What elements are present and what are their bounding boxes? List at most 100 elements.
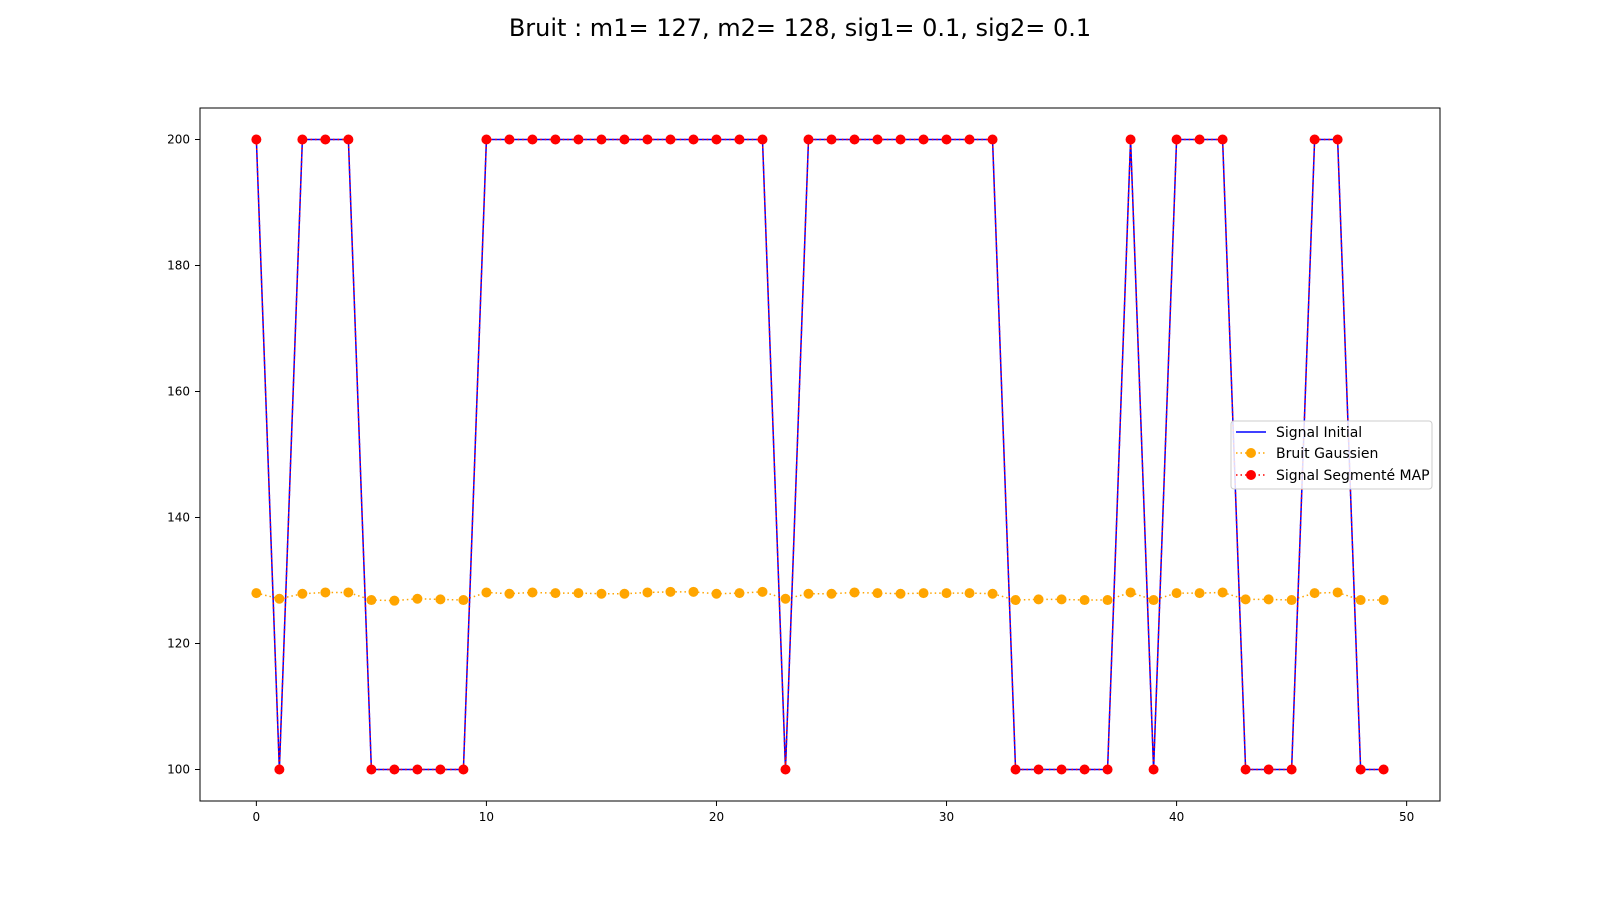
x-axis: 0 10 20 30 40 50 <box>253 801 1414 824</box>
data-point-signal-segment-map <box>1332 134 1343 145</box>
data-point-bruit-gaussien <box>872 588 883 599</box>
data-point-signal-segment-map <box>389 764 400 775</box>
series-layer <box>251 134 1389 775</box>
chart-title: Bruit : m1= 127, m2= 128, sig1= 0.1, sig… <box>509 14 1091 42</box>
data-point-signal-segment-map <box>1309 134 1320 145</box>
data-point-signal-segment-map <box>1125 134 1136 145</box>
data-point-signal-segment-map <box>251 134 262 145</box>
data-point-bruit-gaussien <box>1332 587 1343 598</box>
data-point-bruit-gaussien <box>1010 595 1021 606</box>
data-point-bruit-gaussien <box>1309 588 1320 599</box>
data-point-signal-segment-map <box>849 134 860 145</box>
data-point-bruit-gaussien <box>642 587 653 598</box>
data-point-signal-segment-map <box>964 134 975 145</box>
data-point-signal-segment-map <box>780 764 791 775</box>
data-point-signal-segment-map <box>366 764 377 775</box>
data-point-signal-segment-map <box>1286 764 1297 775</box>
data-point-bruit-gaussien <box>964 588 975 599</box>
data-point-signal-segment-map <box>987 134 998 145</box>
data-point-bruit-gaussien <box>527 587 538 598</box>
data-point-bruit-gaussien <box>941 588 952 599</box>
series-line-signal-segment-map <box>255 138 1384 771</box>
data-point-signal-segment-map <box>435 764 446 775</box>
legend-box <box>1230 420 1433 490</box>
data-point-bruit-gaussien <box>1102 595 1113 606</box>
data-point-signal-segment-map <box>1102 764 1113 775</box>
data-point-bruit-gaussien <box>1355 595 1366 606</box>
data-point-bruit-gaussien <box>1263 594 1274 605</box>
data-point-signal-segment-map <box>619 134 630 145</box>
data-point-signal-segment-map <box>688 134 699 145</box>
data-point-bruit-gaussien <box>1125 587 1136 598</box>
data-point-bruit-gaussien <box>734 588 745 599</box>
plot-area <box>199 107 1441 802</box>
data-point-bruit-gaussien <box>412 593 423 604</box>
data-point-signal-segment-map <box>757 134 768 145</box>
y-tick-label: 120 <box>167 637 190 651</box>
data-point-signal-segment-map <box>941 134 952 145</box>
data-point-bruit-gaussien <box>826 588 837 599</box>
data-point-signal-segment-map <box>895 134 906 145</box>
data-point-bruit-gaussien <box>1056 594 1067 605</box>
data-point-signal-segment-map <box>1056 764 1067 775</box>
data-point-bruit-gaussien <box>435 594 446 605</box>
x-tick-label: 0 <box>253 810 261 824</box>
data-point-signal-segment-map <box>1263 764 1274 775</box>
data-point-signal-segment-map <box>665 134 676 145</box>
data-point-signal-segment-map <box>1079 764 1090 775</box>
data-point-bruit-gaussien <box>1079 595 1090 606</box>
series-line-bruit-gaussien <box>256 591 1384 602</box>
data-point-signal-segment-map <box>274 764 285 775</box>
data-point-bruit-gaussien <box>297 588 308 599</box>
data-point-bruit-gaussien <box>366 595 377 606</box>
data-point-bruit-gaussien <box>389 595 400 606</box>
data-point-bruit-gaussien <box>619 588 630 599</box>
data-point-signal-segment-map <box>872 134 883 145</box>
data-point-bruit-gaussien <box>688 586 699 597</box>
data-point-bruit-gaussien <box>1171 588 1182 599</box>
data-point-bruit-gaussien <box>757 586 768 597</box>
data-point-signal-segment-map <box>596 134 607 145</box>
data-point-bruit-gaussien <box>918 588 929 599</box>
data-point-signal-segment-map <box>1194 134 1205 145</box>
data-point-bruit-gaussien <box>1217 587 1228 598</box>
data-point-signal-segment-map <box>458 764 469 775</box>
data-point-bruit-gaussien <box>1378 595 1389 606</box>
data-point-bruit-gaussien <box>504 588 515 599</box>
data-point-signal-segment-map <box>1171 134 1182 145</box>
data-point-bruit-gaussien <box>573 588 584 599</box>
data-point-signal-segment-map <box>711 134 722 145</box>
data-point-bruit-gaussien <box>1148 595 1159 606</box>
data-point-bruit-gaussien <box>1033 594 1044 605</box>
plot-frame <box>199 107 1441 802</box>
data-point-bruit-gaussien <box>1194 588 1205 599</box>
data-point-signal-segment-map <box>412 764 423 775</box>
data-point-signal-segment-map <box>1240 764 1251 775</box>
data-point-signal-segment-map <box>1033 764 1044 775</box>
y-axis: 100 120 140 160 180 200 <box>167 133 200 777</box>
data-point-signal-segment-map <box>1148 764 1159 775</box>
data-point-bruit-gaussien <box>343 587 354 598</box>
data-point-bruit-gaussien <box>803 588 814 599</box>
data-point-signal-segment-map <box>343 134 354 145</box>
data-point-signal-segment-map <box>297 134 308 145</box>
data-point-signal-segment-map <box>504 134 515 145</box>
data-point-signal-segment-map <box>734 134 745 145</box>
data-point-bruit-gaussien <box>780 593 791 604</box>
data-point-signal-segment-map <box>918 134 929 145</box>
legend-marker-signal-segmente-map <box>1246 470 1256 480</box>
data-point-bruit-gaussien <box>849 587 860 598</box>
data-point-signal-segment-map <box>803 134 814 145</box>
x-tick-label: 20 <box>709 810 724 824</box>
data-point-bruit-gaussien <box>1286 595 1297 606</box>
data-point-signal-segment-map <box>1355 764 1366 775</box>
x-tick-label: 50 <box>1399 810 1414 824</box>
data-point-bruit-gaussien <box>550 588 561 599</box>
y-tick-label: 180 <box>167 259 190 273</box>
legend-label-signal-initial: Signal Initial <box>1276 425 1362 441</box>
legend-label-bruit-gaussien: Bruit Gaussien <box>1276 446 1378 462</box>
data-point-bruit-gaussien <box>274 593 285 604</box>
data-point-bruit-gaussien <box>596 588 607 599</box>
data-point-bruit-gaussien <box>665 586 676 597</box>
